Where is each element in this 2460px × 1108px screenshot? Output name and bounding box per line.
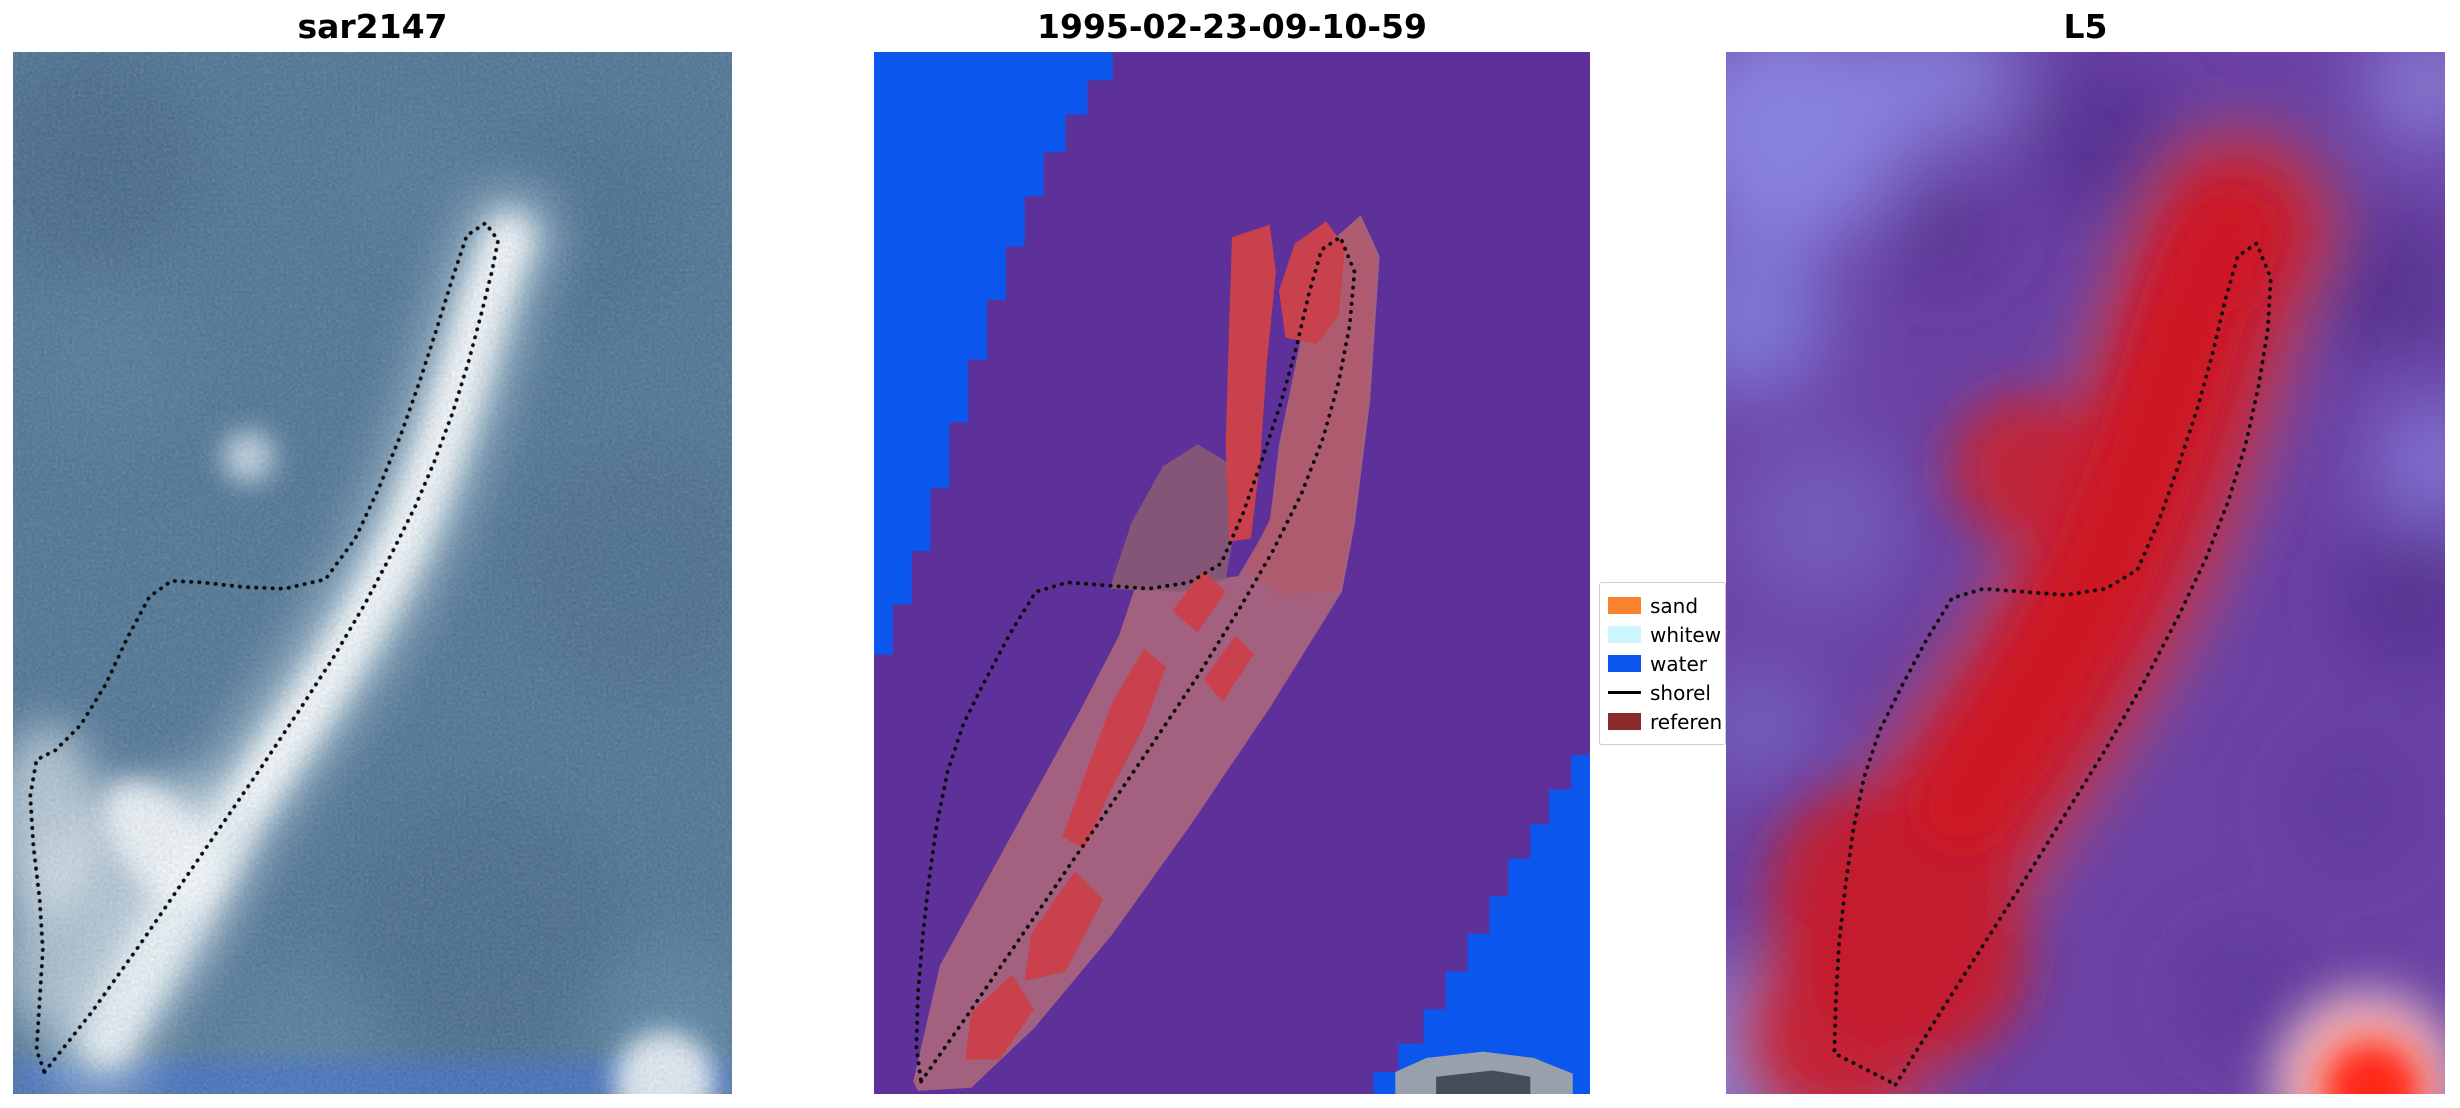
sar-image [13, 52, 732, 1094]
shoreline-contour [1832, 240, 2273, 1088]
shoreline-contour [914, 234, 1357, 1087]
sand-color-swatch [1608, 597, 1641, 614]
class-reference-rose-upper [1244, 218, 1377, 595]
panel-classified [874, 52, 1590, 1094]
legend: sand whitew water shorel referen [1599, 582, 1726, 745]
panel-sar [13, 52, 732, 1094]
legend-item-sand: sand [1608, 591, 1721, 620]
panel-title-classified: 1995-02-23-09-10-59 [1037, 7, 1427, 46]
legend-item-referen: referen [1608, 707, 1723, 736]
shoreline-line-swatch [1608, 684, 1641, 701]
panel-title-l5: L5 [2063, 7, 2108, 46]
l5-image [1726, 52, 2445, 1094]
legend-label: shorel [1650, 680, 1711, 705]
classified-image [874, 52, 1590, 1094]
legend-label: water [1650, 651, 1707, 676]
class-water-top-left [874, 52, 1113, 655]
class-dark-patch [1436, 1070, 1531, 1094]
shoreline-contour [28, 220, 501, 1076]
class-water-bottom-right [1373, 755, 1590, 1094]
class-brown-lobe [1109, 444, 1236, 592]
legend-item-whitew: whitew [1608, 620, 1721, 649]
legend-item-water: water [1608, 649, 1721, 678]
legend-label: whitew [1650, 622, 1722, 647]
legend-item-shorel: shorel [1608, 678, 1721, 707]
l5-red-core [1917, 193, 2273, 850]
class-red-patches [965, 221, 1346, 1060]
l5-hotspot-core [2331, 1050, 2414, 1094]
water-color-swatch [1608, 655, 1641, 672]
referen-color-swatch [1608, 713, 1641, 730]
panel-title-sar: sar2147 [297, 7, 448, 46]
legend-label: sand [1650, 593, 1699, 618]
sar-speckle-noise-dark [13, 52, 732, 1094]
whitew-color-swatch [1608, 626, 1641, 643]
panel-l5 [1726, 52, 2445, 1094]
legend-label: referen [1650, 709, 1723, 734]
